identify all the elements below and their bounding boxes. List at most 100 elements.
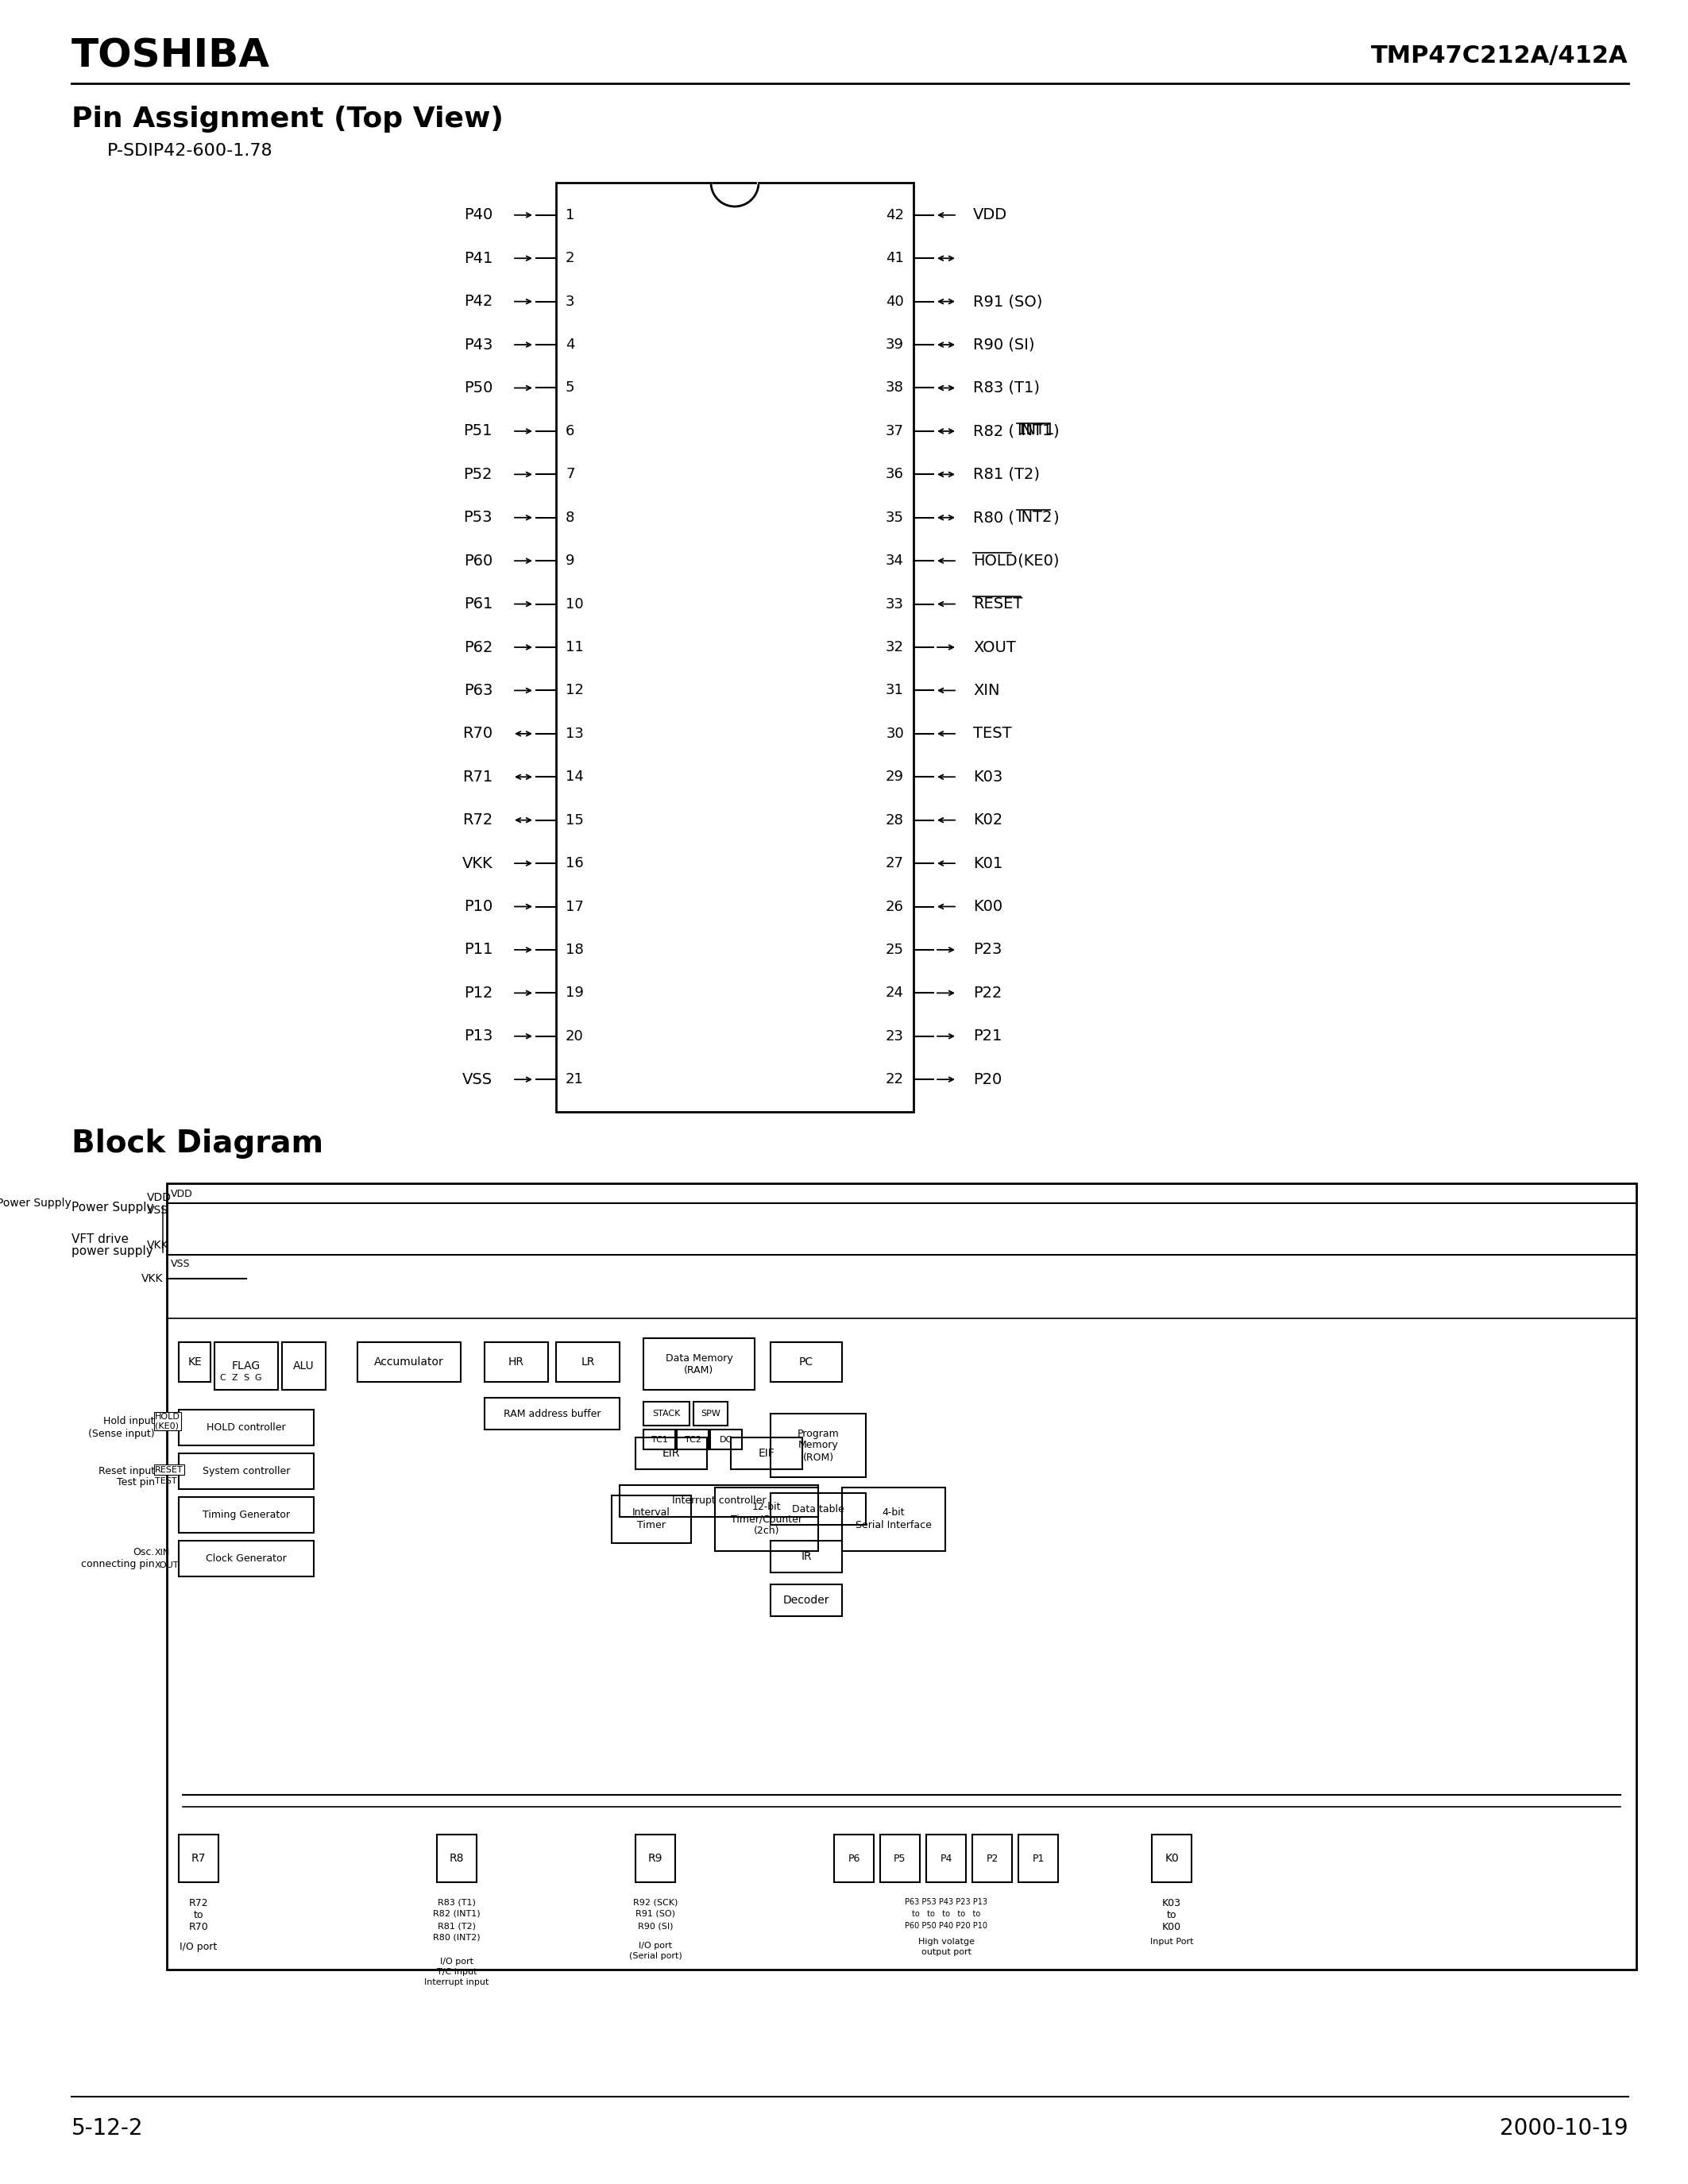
- Text: 1: 1: [565, 207, 574, 223]
- Bar: [167, 1184, 1636, 1970]
- Text: 22: 22: [886, 1072, 905, 1088]
- Text: FLAG: FLAG: [231, 1361, 260, 1372]
- Bar: [1151, 1835, 1192, 1883]
- Text: INT1: INT1: [1016, 424, 1053, 439]
- Bar: [1018, 1835, 1058, 1883]
- Text: P4: P4: [940, 1854, 952, 1863]
- Text: ALU: ALU: [294, 1361, 314, 1372]
- Text: G: G: [255, 1374, 262, 1382]
- Text: 18: 18: [565, 943, 584, 957]
- Text: VKK: VKK: [463, 856, 493, 871]
- Text: SPW: SPW: [701, 1409, 721, 1417]
- Bar: [643, 1402, 689, 1426]
- Text: 2000-10-19: 2000-10-19: [1501, 2116, 1629, 2140]
- Text: R9: R9: [648, 1852, 663, 1863]
- Text: Timing Generator: Timing Generator: [203, 1509, 290, 1520]
- Text: 15: 15: [565, 812, 584, 828]
- Bar: [716, 1487, 819, 1551]
- Text: P23: P23: [972, 941, 1003, 957]
- Text: R82 (: R82 (: [972, 424, 1014, 439]
- Text: 4-bit
Serial Interface: 4-bit Serial Interface: [856, 1507, 932, 1531]
- Text: VFT drive: VFT drive: [71, 1234, 128, 1245]
- Bar: [694, 1402, 728, 1426]
- Text: DC: DC: [719, 1435, 733, 1444]
- Text: 29: 29: [886, 769, 905, 784]
- Text: Interrupt input: Interrupt input: [424, 1979, 490, 1985]
- Text: 19: 19: [565, 985, 584, 1000]
- Text: P21: P21: [972, 1029, 1003, 1044]
- Text: Power Supply: Power Supply: [0, 1197, 71, 1208]
- Text: R8: R8: [449, 1852, 464, 1863]
- Bar: [635, 1437, 707, 1470]
- Text: HR: HR: [508, 1356, 525, 1367]
- Text: System controller: System controller: [203, 1465, 290, 1476]
- Text: VSS: VSS: [463, 1072, 493, 1088]
- Bar: [179, 1496, 314, 1533]
- Text: (KE0): (KE0): [1013, 553, 1060, 568]
- Bar: [770, 1494, 866, 1524]
- Bar: [555, 183, 913, 1112]
- Text: INT2: INT2: [1016, 511, 1052, 524]
- Text: Interval
Timer: Interval Timer: [633, 1507, 670, 1531]
- Text: 30: 30: [886, 727, 905, 740]
- Text: INT1: INT1: [1016, 424, 1052, 439]
- Text: Interrupt controller: Interrupt controller: [672, 1496, 766, 1507]
- Text: I/O port: I/O port: [638, 1942, 672, 1950]
- Text: P51: P51: [464, 424, 493, 439]
- Text: TEST: TEST: [155, 1476, 177, 1485]
- Text: P60 P50 P40 P20 P10: P60 P50 P40 P20 P10: [905, 1922, 987, 1931]
- Bar: [834, 1835, 874, 1883]
- Text: Power Supply: Power Supply: [71, 1201, 154, 1212]
- Text: VKK: VKK: [147, 1241, 169, 1251]
- Text: XIN: XIN: [155, 1548, 170, 1557]
- Text: TMP47C212A/412A: TMP47C212A/412A: [1371, 44, 1629, 68]
- Bar: [770, 1413, 866, 1476]
- Text: C: C: [219, 1374, 226, 1382]
- Text: P40: P40: [464, 207, 493, 223]
- Text: Input Port: Input Port: [1150, 1937, 1193, 1946]
- Text: P2: P2: [986, 1854, 998, 1863]
- Text: 12-bit
Timer/Counter
(2ch): 12-bit Timer/Counter (2ch): [731, 1503, 802, 1535]
- Text: 9: 9: [565, 555, 574, 568]
- Text: TC1: TC1: [652, 1435, 668, 1444]
- Text: ): ): [1053, 424, 1058, 439]
- Text: R70: R70: [463, 725, 493, 740]
- Text: R82 (INT1): R82 (INT1): [434, 1911, 481, 1918]
- Text: R71: R71: [463, 769, 493, 784]
- Text: 38: 38: [886, 380, 905, 395]
- Text: EIR: EIR: [662, 1448, 680, 1459]
- Text: (Serial port): (Serial port): [630, 1952, 682, 1959]
- Bar: [879, 1835, 920, 1883]
- Text: 20: 20: [565, 1029, 584, 1044]
- Bar: [677, 1431, 709, 1450]
- Text: High volatge: High volatge: [918, 1937, 974, 1946]
- Text: Pin Assignment (Top View): Pin Assignment (Top View): [71, 105, 503, 133]
- Text: RESET: RESET: [972, 596, 1023, 612]
- Text: 4: 4: [565, 339, 574, 352]
- Text: 31: 31: [886, 684, 905, 697]
- Text: 10: 10: [565, 596, 584, 612]
- Text: R81 (T2): R81 (T2): [972, 467, 1040, 483]
- Text: TC2: TC2: [684, 1435, 701, 1444]
- Text: 26: 26: [886, 900, 905, 913]
- Text: ): ): [1053, 511, 1058, 524]
- Text: RESET: RESET: [155, 1465, 184, 1474]
- Text: 5: 5: [565, 380, 574, 395]
- Bar: [770, 1540, 842, 1572]
- Text: Reset input: Reset input: [98, 1465, 155, 1476]
- Text: P53: P53: [464, 511, 493, 524]
- Text: 24: 24: [886, 985, 905, 1000]
- Text: HOLD controller: HOLD controller: [206, 1422, 285, 1433]
- Text: 27: 27: [886, 856, 905, 871]
- Text: P5: P5: [895, 1854, 906, 1863]
- Text: Accumulator: Accumulator: [375, 1356, 444, 1367]
- Bar: [770, 1583, 842, 1616]
- Text: 34: 34: [886, 555, 905, 568]
- Text: 8: 8: [565, 511, 574, 524]
- Bar: [214, 1343, 279, 1389]
- Text: STACK: STACK: [652, 1409, 680, 1417]
- Text: Z: Z: [231, 1374, 238, 1382]
- Bar: [643, 1339, 755, 1389]
- Bar: [484, 1343, 549, 1382]
- Text: Clock Generator: Clock Generator: [206, 1553, 287, 1564]
